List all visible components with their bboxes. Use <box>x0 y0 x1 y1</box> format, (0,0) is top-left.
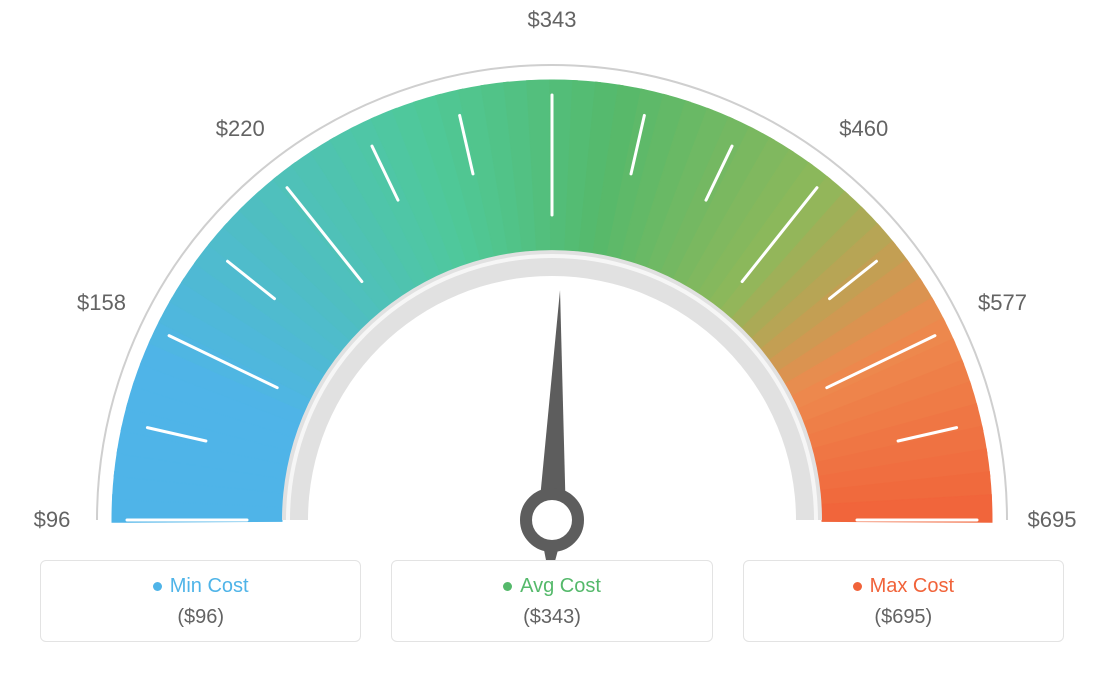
gauge-svg <box>0 0 1104 560</box>
legend-max-label: Max Cost <box>870 575 954 598</box>
legend-min-dot <box>153 582 162 591</box>
legend-avg-label: Avg Cost <box>520 575 601 598</box>
legend-min-value: ($96) <box>41 606 360 629</box>
legend-max-value: ($695) <box>744 606 1063 629</box>
gauge-tick-label: $343 <box>528 7 577 33</box>
gauge-tick-label: $158 <box>77 290 126 316</box>
gauge-tick-label: $460 <box>839 116 888 142</box>
gauge-tick-label: $695 <box>1028 507 1077 533</box>
legend-min-title: Min Cost <box>153 575 249 598</box>
legend-max-dot <box>853 582 862 591</box>
gauge-tick-label: $220 <box>216 116 265 142</box>
legend-max-title: Max Cost <box>853 575 954 598</box>
legend-avg-value: ($343) <box>392 606 711 629</box>
legend-row: Min Cost ($96) Avg Cost ($343) Max Cost … <box>0 560 1104 642</box>
legend-min-label: Min Cost <box>170 575 249 598</box>
gauge-tick-label: $96 <box>34 507 71 533</box>
legend-min: Min Cost ($96) <box>40 560 361 642</box>
legend-max: Max Cost ($695) <box>743 560 1064 642</box>
gauge-chart: $96 $158 $220 $343 $460 $577 $695 <box>0 0 1104 560</box>
gauge-tick-label: $577 <box>978 290 1027 316</box>
legend-avg-title: Avg Cost <box>503 575 601 598</box>
legend-avg: Avg Cost ($343) <box>391 560 712 642</box>
legend-avg-dot <box>503 582 512 591</box>
